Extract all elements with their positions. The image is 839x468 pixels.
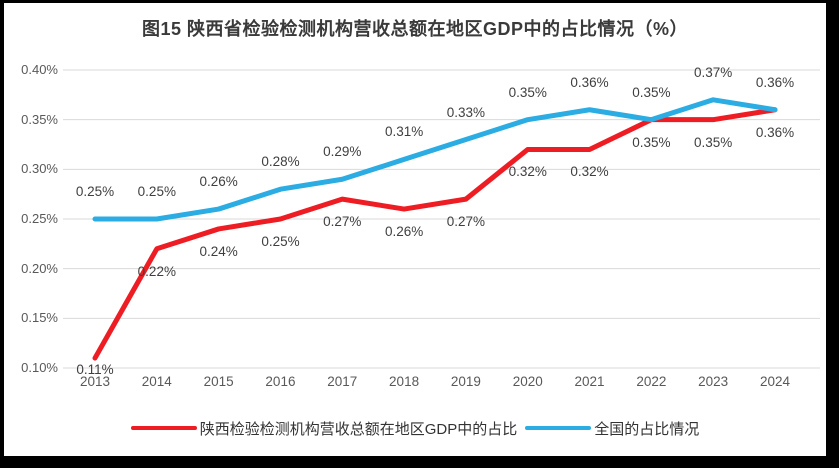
data-label-national-2019: 0.33%: [446, 104, 486, 120]
data-label-shaanxi-2015: 0.24%: [199, 243, 238, 259]
x-tick-2021: 2021: [574, 374, 605, 389]
legend-label-shaanxi: 陕西检验检测机构营收总额在地区GDP中的占比: [199, 420, 518, 438]
y-tick-0.40%: 0.40%: [21, 62, 58, 77]
y-tick-0.25%: 0.25%: [21, 211, 58, 226]
data-label-shaanxi-2021: 0.32%: [570, 164, 609, 180]
x-tick-2019: 2019: [450, 374, 481, 389]
x-tick-2016: 2016: [265, 374, 296, 389]
data-label-national-2015: 0.26%: [199, 174, 238, 190]
y-tick-0.30%: 0.30%: [21, 161, 58, 177]
chart-title: 图15 陕西省检验检测机构营收总额在地区GDP中的占比情况（%）: [141, 19, 689, 39]
data-label-shaanxi-2013: 0.11%: [76, 362, 114, 378]
x-tick-2014: 2014: [141, 374, 172, 389]
x-tick-2024: 2024: [759, 374, 790, 389]
data-label-shaanxi-2019: 0.27%: [446, 214, 486, 230]
data-label-national-2023: 0.37%: [694, 64, 733, 80]
data-label-national-2016: 0.28%: [261, 154, 300, 170]
x-tick-2018: 2018: [389, 374, 420, 389]
data-label-national-2024: 0.36%: [755, 74, 795, 90]
plot-area: 0.40% 0.35% 0.30% 0.25% 0.20% 0.15% 0.10% 2013 2…: [4, 3, 826, 456]
x-tick-2013: 2013: [79, 374, 111, 389]
x-tick-2022: 2022: [636, 374, 667, 389]
x-tick-2023: 2023: [698, 374, 729, 389]
data-label-national-2013: 0.25%: [75, 184, 115, 199]
x-tick-2015: 2015: [203, 374, 234, 389]
data-label-shaanxi-2016: 0.25%: [261, 234, 300, 249]
series-line-national: [92, 97, 778, 222]
legend-swatch-national: [525, 425, 592, 431]
legend: 陕西检验检测机构营收总额在地区GDP中的占比 全国的占比情况: [4, 415, 826, 441]
data-label-shaanxi-2018: 0.26%: [384, 224, 424, 240]
data-label-national-2017: 0.29%: [323, 144, 362, 160]
data-label-shaanxi-2014: 0.22%: [137, 263, 176, 279]
y-tick-0.15%: 0.15%: [21, 310, 58, 326]
y-tick-0.35%: 0.35%: [21, 111, 58, 127]
data-label-shaanxi-2023: 0.35%: [694, 134, 733, 150]
x-tick-2020: 2020: [512, 374, 543, 389]
data-label-shaanxi-2022: 0.35%: [632, 134, 671, 150]
data-label-national-2021: 0.36%: [570, 74, 609, 90]
data-label-national-2018: 0.31%: [384, 124, 424, 140]
chart-canvas: [63, 69, 820, 369]
chart-panel: 图15 陕西省检验检测机构营收总额在地区GDP中的占比情况（%） 0.40% 0.…: [4, 3, 826, 456]
y-tick-0.20%: 0.20%: [21, 260, 58, 276]
data-label-national-2022: 0.35%: [632, 84, 671, 100]
y-tick-0.10%: 0.10%: [21, 360, 58, 375]
series-line-shaanxi: [92, 107, 778, 361]
data-label-national-2014: 0.25%: [137, 184, 176, 199]
x-tick-2017: 2017: [327, 374, 358, 389]
legend-swatch-shaanxi: [130, 425, 197, 431]
data-label-shaanxi-2024: 0.36%: [755, 124, 795, 140]
data-label-national-2020: 0.35%: [508, 84, 547, 100]
data-label-shaanxi-2020: 0.32%: [508, 164, 547, 180]
data-label-shaanxi-2017: 0.27%: [323, 214, 362, 230]
legend-label-national: 全国的占比情况: [594, 420, 700, 438]
